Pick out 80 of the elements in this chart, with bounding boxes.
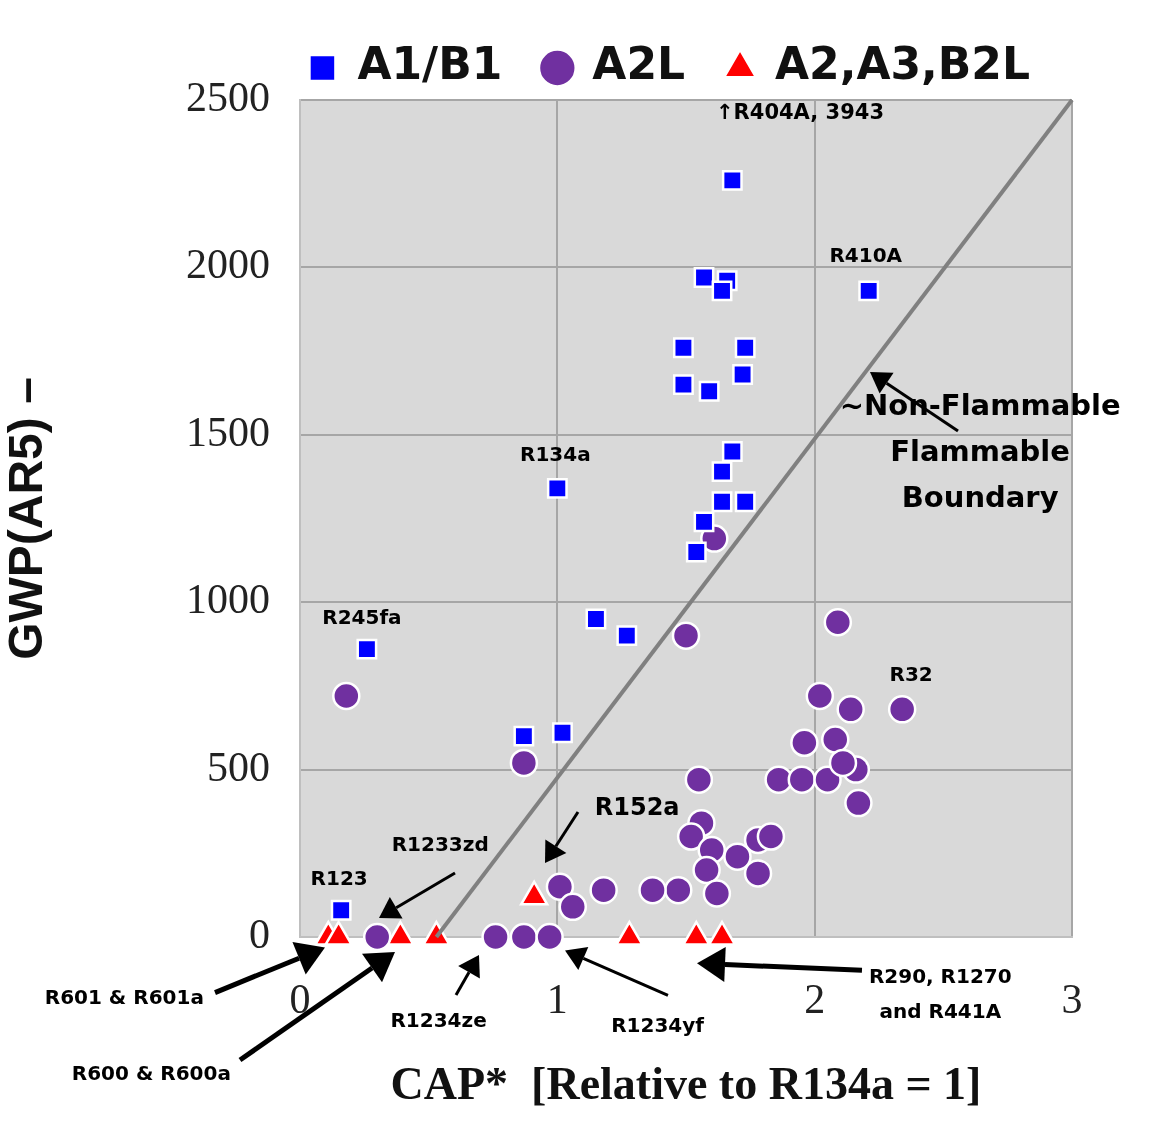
point (552, 722, 573, 744)
point (693, 267, 715, 288)
legend-label: A2,A3,B2L (775, 38, 1031, 90)
point (332, 681, 361, 711)
point (828, 748, 858, 778)
point (513, 725, 535, 747)
point (734, 337, 756, 359)
y-tick-label: 500 (207, 743, 270, 790)
point (545, 872, 575, 902)
point (805, 681, 835, 711)
point (356, 638, 378, 660)
point (711, 491, 733, 513)
point (684, 765, 714, 794)
x-tick-label: 0 (289, 976, 311, 1023)
point (723, 842, 752, 871)
point (734, 491, 756, 513)
legend-label: A1/B1 (357, 38, 503, 90)
point (790, 728, 819, 758)
point (702, 879, 732, 908)
y-tick-label: 1500 (186, 408, 270, 455)
x-axis-title: CAP* [Relative to R134a = 1] (390, 1058, 982, 1110)
point (509, 922, 539, 952)
point (638, 875, 667, 905)
text: R601 & R601a (44, 985, 204, 1010)
point (685, 541, 707, 563)
point (756, 822, 786, 851)
point (836, 695, 865, 724)
annotation: R152a (594, 793, 680, 822)
x-tick-label: 2 (804, 976, 826, 1023)
point (823, 608, 853, 637)
point (721, 441, 743, 462)
point (535, 922, 564, 952)
text: R290, R1270 and R441A (868, 963, 1012, 1023)
point (671, 621, 701, 650)
x-tick-label: 3 (1061, 976, 1083, 1023)
text: R1234yf (611, 1013, 705, 1038)
y-tick-label: 1000 (186, 576, 270, 623)
text: R600 & R600a (71, 1061, 231, 1086)
point (787, 765, 817, 794)
point (509, 748, 539, 778)
point (546, 477, 568, 499)
point (858, 280, 880, 302)
y-tick-label: 0 (249, 911, 270, 958)
point (764, 765, 793, 794)
point (721, 169, 743, 191)
text: R1234ze (390, 1008, 487, 1033)
point (821, 725, 850, 754)
point (676, 822, 706, 851)
point (844, 788, 873, 818)
point (693, 511, 715, 533)
annotation: R123 (310, 866, 368, 891)
point (585, 608, 607, 630)
point (589, 875, 618, 905)
point (481, 922, 510, 952)
legend-label: A2L (592, 38, 686, 90)
point (813, 765, 842, 794)
point (732, 364, 754, 385)
annotation: R32 (889, 661, 933, 686)
point (887, 695, 917, 724)
annotation: R245fa (322, 605, 402, 630)
point (672, 374, 694, 396)
point (664, 875, 693, 905)
point (743, 859, 773, 888)
point (692, 855, 721, 885)
point (330, 899, 352, 921)
x-tick-label: 1 (546, 976, 568, 1023)
point (698, 380, 720, 402)
y-axis-title: GWP(AR5) – (0, 377, 53, 660)
point (711, 280, 733, 302)
annotation: R134a (520, 441, 591, 466)
point (362, 922, 392, 952)
point (711, 461, 733, 483)
y-tick-label: 2000 (186, 241, 270, 288)
annotation: ↑R404A, 3943 (716, 100, 884, 125)
point (616, 625, 638, 647)
point (672, 337, 694, 359)
annotation: R1233zd (391, 832, 489, 857)
y-tick-label: 2500 (186, 74, 270, 121)
annotation: R410A (829, 243, 903, 268)
point (558, 892, 588, 922)
